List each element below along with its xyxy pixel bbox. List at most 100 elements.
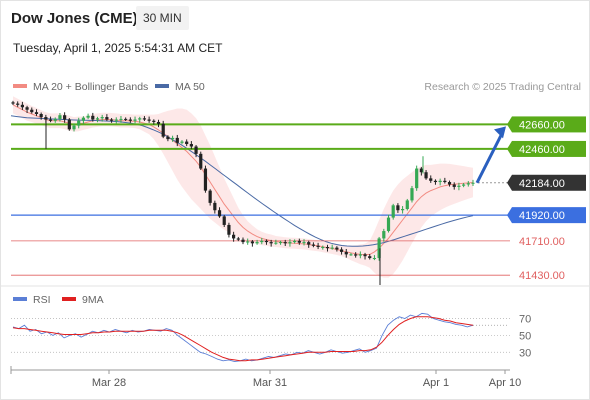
candle-body <box>325 247 330 249</box>
resistance-level-label: 42660.00 <box>519 119 565 131</box>
candle-body <box>396 205 400 211</box>
candle-body <box>48 119 53 121</box>
candle-body <box>25 107 29 110</box>
pivot-level-label-pointer <box>507 207 512 224</box>
interval-selector[interactable]: 30 MIN <box>136 6 189 30</box>
rsi-legend-label: RSI <box>33 294 51 306</box>
candle-body <box>194 146 198 154</box>
candle-body <box>180 141 184 143</box>
candle-body <box>358 254 362 256</box>
candle-body <box>105 117 109 120</box>
candle-body <box>213 202 217 211</box>
candle-body <box>368 256 372 259</box>
candle-body <box>419 168 423 173</box>
resistance-level-label-pointer <box>507 116 512 133</box>
credit-text: Research © 2025 Trading Central <box>424 81 581 93</box>
candle-body <box>433 180 438 183</box>
candle-body <box>161 123 165 137</box>
candle-body <box>443 180 447 183</box>
candle-body <box>283 242 287 244</box>
candle-body <box>255 242 259 244</box>
candle-body <box>400 209 405 211</box>
candle-body <box>189 144 193 147</box>
candle-body <box>415 168 419 189</box>
candle-body <box>72 125 76 130</box>
timestamp: Tuesday, April 1, 2025 5:54:31 AM CET <box>13 41 223 55</box>
rsi-ma-legend-swatch <box>62 297 76 301</box>
candle-body <box>344 251 348 255</box>
candle-body <box>128 119 132 121</box>
candle-body <box>293 240 297 243</box>
x-axis-tick-label: Apr 10 <box>489 377 521 389</box>
candle-body <box>114 119 118 121</box>
candle-body <box>58 115 62 119</box>
candle-body <box>246 241 250 243</box>
candle-body <box>377 238 381 259</box>
x-axis-tick-label: Apr 1 <box>423 377 449 389</box>
candle-body <box>199 153 203 169</box>
candle-body <box>410 188 414 201</box>
candle-body <box>175 137 179 143</box>
current-level-label: 42184.00 <box>519 178 565 190</box>
candle-body <box>81 117 86 121</box>
rsi-tick-label: 70 <box>519 313 531 325</box>
candle-body <box>302 242 306 244</box>
candle-body <box>203 168 208 191</box>
candle-body <box>391 205 395 218</box>
chart-header: Dow Jones (CME) 30 MIN <box>0 0 590 36</box>
candle-body <box>232 234 236 239</box>
candle-body <box>363 254 367 257</box>
chart-legend: MA 20 + Bollinger Bands MA 50 Research © 2… <box>13 81 581 93</box>
candle-body <box>349 254 353 256</box>
candle-body <box>321 247 325 248</box>
candle-body <box>222 216 226 225</box>
rsi-legend-swatch <box>13 297 27 301</box>
ma20-legend-swatch <box>13 84 27 88</box>
candle-body <box>236 238 240 240</box>
candle-body <box>86 115 90 118</box>
candle-body <box>119 118 123 120</box>
candle-body <box>185 141 189 145</box>
candle-body <box>241 239 245 243</box>
rsi-ma-legend-label: 9MA <box>82 294 104 306</box>
rsi-legend: RSI 9MA <box>13 294 104 306</box>
candle-body <box>447 182 452 185</box>
candle-body <box>354 254 358 256</box>
support-level-label: 41430.00 <box>519 270 565 282</box>
candle-body <box>471 182 475 184</box>
candle-body <box>297 240 301 243</box>
candle-body <box>311 244 316 246</box>
current-level-label-box <box>512 174 586 191</box>
candle-body <box>339 249 344 252</box>
candle-body <box>67 119 71 130</box>
candle-body <box>77 120 81 126</box>
rsi-tick-label: 50 <box>519 330 531 342</box>
rsi-ma-line <box>12 316 474 362</box>
candle-body <box>274 242 278 244</box>
candle-body <box>34 112 39 114</box>
current-level-label-pointer <box>507 174 512 191</box>
ma20-legend-label: MA 20 + Bollinger Bands <box>33 81 148 93</box>
candle-body <box>250 241 254 244</box>
candle-body <box>386 217 391 232</box>
support-level-label: 41710.00 <box>519 236 565 248</box>
rsi-line <box>12 312 474 363</box>
resistance-level-label-box <box>512 116 586 133</box>
candle-body <box>217 210 222 217</box>
candle-body <box>269 242 273 244</box>
candle-body <box>156 121 161 124</box>
candle-body <box>63 115 67 120</box>
candle-body <box>424 172 428 179</box>
candle-body <box>438 180 442 183</box>
candle-body <box>152 120 156 122</box>
candle-body <box>166 136 170 140</box>
candle-body <box>372 258 377 260</box>
pivot-level-label: 41920.00 <box>519 210 565 222</box>
candle-body <box>405 200 409 209</box>
x-axis-tick-label: Mar 31 <box>253 377 287 389</box>
resistance-level-label-box <box>512 140 586 157</box>
candle-body <box>264 240 269 243</box>
instrument-title: Dow Jones (CME) <box>11 10 138 27</box>
candle-body <box>462 184 466 186</box>
candle-body <box>429 178 433 181</box>
